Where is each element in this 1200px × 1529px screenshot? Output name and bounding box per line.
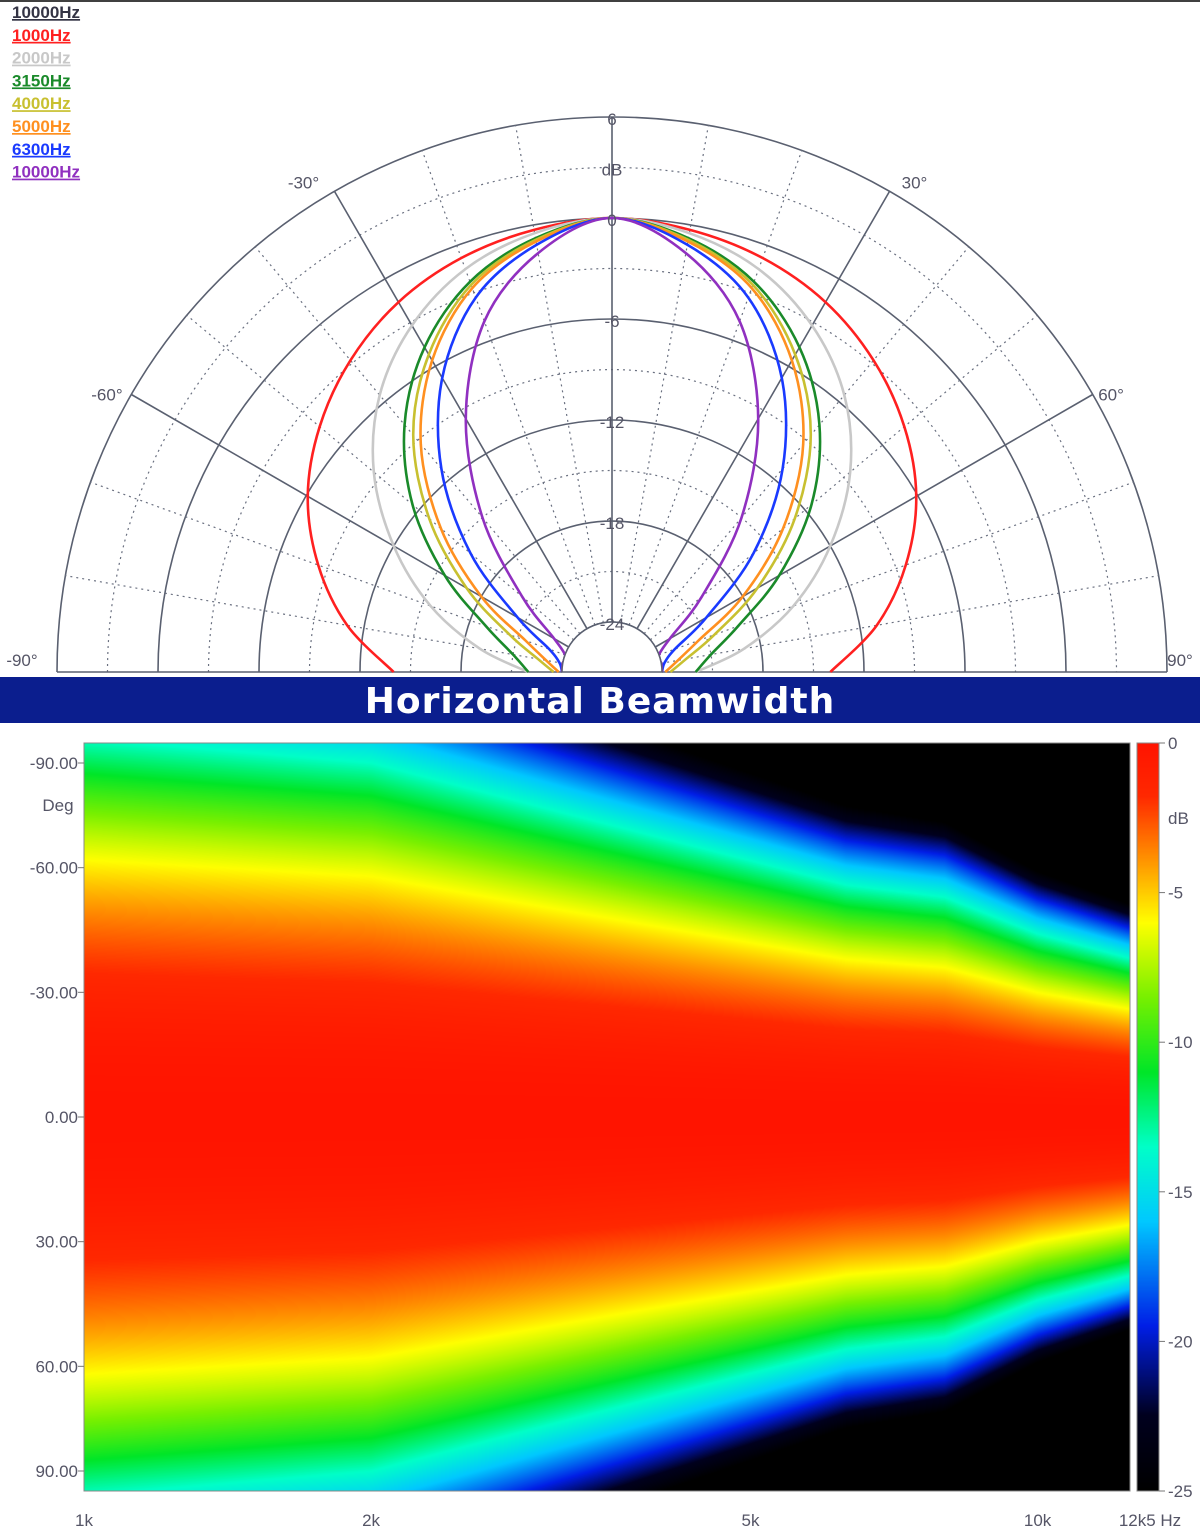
angle-tick-label: 60° [1098, 386, 1124, 405]
colorbar-tick-label: -15 [1168, 1183, 1193, 1202]
polar-spoke [186, 314, 575, 641]
heatmap-panel: -90.00 -60.00 -30.00 0.00 30.00 60.00 90.00 Deg… [0, 727, 1200, 1529]
polar-ring [409, 469, 815, 673]
y-tick-label: 0.00 [45, 1108, 78, 1127]
radial-tick-label: -12 [600, 413, 625, 432]
radial-tick-label: 0 [607, 211, 616, 230]
radial-tick-label: -18 [600, 514, 625, 533]
polar-spoke [643, 246, 970, 635]
x-tick-label: 2k [362, 1511, 380, 1529]
colorbar-unit-label: dB [1168, 809, 1189, 828]
colorbar-tick-label: -10 [1168, 1033, 1193, 1052]
x-tick-label: 12k5 Hz [1119, 1511, 1181, 1529]
y-tick-label: -60.00 [30, 859, 78, 878]
angle-tick-label: 30° [902, 174, 928, 193]
polar-curve-10000Hz [464, 216, 760, 673]
heatmap-plot: -90.00 -60.00 -30.00 0.00 30.00 60.00 90.00 Deg… [0, 727, 1200, 1529]
chart-title: Horizontal Beamwidth [0, 675, 1200, 725]
angle-tick-label: -60° [91, 386, 122, 405]
polar-legend: 10000Hz 1000Hz 2000Hz 3150Hz 4000Hz 5000Hz 630… [12, 3, 80, 182]
polar-spoke [515, 125, 604, 623]
polar-spoke [130, 393, 570, 648]
polar-spoke [654, 393, 1094, 648]
colorbar-tick-label: -25 [1168, 1482, 1193, 1501]
legend-entry: 4000Hz [12, 94, 71, 113]
legend-entry: 10000Hz [12, 3, 80, 22]
polar-labels: 6 0 -6 -12 -18 -24 dB -90° -60° -30° 30° 60° 90° [6, 110, 1193, 670]
legend-entry: 6300Hz [12, 140, 71, 159]
colorbar-tick-label: -5 [1168, 884, 1183, 903]
colorbar [1137, 743, 1159, 1491]
y-tick-label: 60.00 [35, 1357, 78, 1376]
polar-spoke [333, 190, 588, 630]
y-tick-label: 90.00 [35, 1462, 78, 1481]
polar-plot: 6 0 -6 -12 -18 -24 dB -90° -60° -30° 30° 60° 90° 100… [0, 0, 1200, 675]
polar-spoke [636, 190, 891, 630]
x-tick-label: 10k [1024, 1511, 1052, 1529]
heatmap-canvas [84, 743, 1130, 1491]
radial-tick-label: -24 [600, 615, 625, 634]
radial-tick-label: -6 [604, 312, 619, 331]
y-axis-label: Deg [42, 796, 73, 815]
legend-entry: 5000Hz [12, 117, 71, 136]
angle-tick-label: -90° [6, 651, 37, 670]
polar-hub-cover [561, 621, 663, 673]
heatmap-axis-labels: -90.00 -60.00 -30.00 0.00 30.00 60.00 90.00 Deg… [30, 734, 1193, 1529]
y-tick-label: 30.00 [35, 1233, 78, 1252]
x-tick-label: 5k [742, 1511, 760, 1529]
y-tick-label: -30.00 [30, 983, 78, 1002]
angle-tick-label: 90° [1167, 651, 1193, 670]
radial-unit-label: dB [602, 161, 623, 180]
radial-tick-label: 6 [607, 110, 616, 129]
legend-entry: 1000Hz [12, 26, 71, 45]
colorbar-tick-label: 0 [1168, 734, 1177, 753]
polar-spoke [628, 150, 803, 626]
legend-entry: 10000Hz [12, 163, 80, 182]
x-tick-label: 1k [75, 1511, 93, 1529]
polar-spoke [620, 125, 709, 623]
legend-entry: 2000Hz [12, 49, 71, 68]
polar-spoke [254, 246, 581, 635]
angle-tick-label: -30° [288, 174, 319, 193]
polar-spoke [421, 150, 596, 626]
legend-entry: 3150Hz [12, 71, 71, 90]
y-tick-label: -90.00 [30, 754, 78, 773]
polar-spoke [649, 314, 1038, 641]
colorbar-tick-label: -20 [1168, 1332, 1193, 1351]
polar-curves [306, 216, 918, 674]
